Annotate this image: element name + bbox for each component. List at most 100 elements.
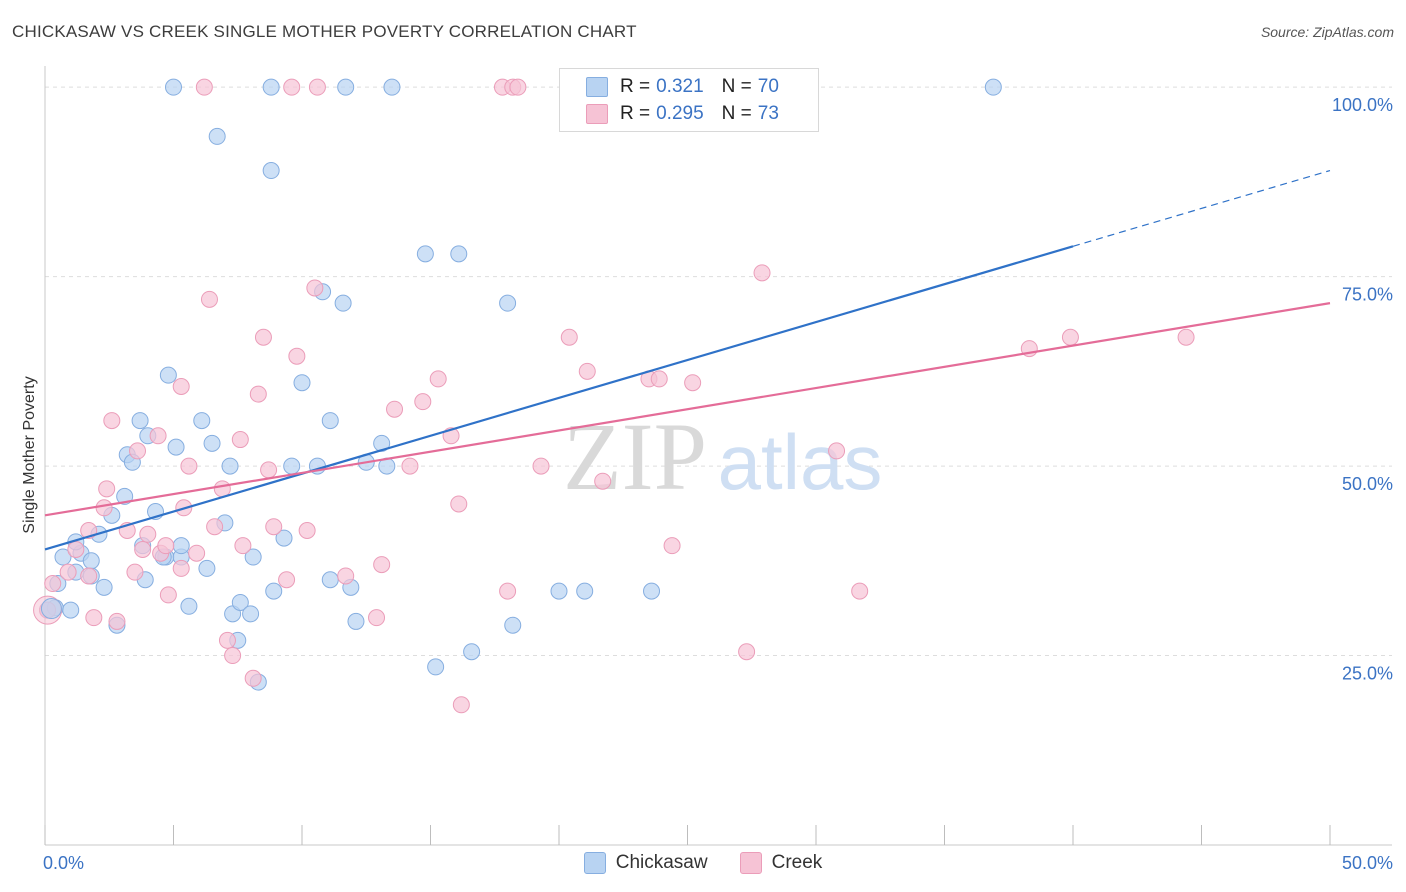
creek-point <box>663 537 681 555</box>
creek-point <box>450 495 468 513</box>
legend-label: Chickasaw <box>615 852 708 873</box>
creek-point <box>195 78 213 96</box>
x-tick-label-1: 50.0% <box>1341 853 1393 873</box>
creek-point <box>373 556 391 574</box>
creek-point <box>254 328 272 346</box>
creek-point <box>249 385 267 403</box>
chickasaw-point <box>334 294 352 312</box>
chickasaw-point <box>283 457 301 475</box>
chickasaw-point <box>265 582 283 600</box>
creek-point <box>98 480 116 498</box>
r-value: 0.295 <box>656 103 704 124</box>
chickasaw-point <box>167 438 185 456</box>
chickasaw-point <box>82 552 100 570</box>
legend-item-creek[interactable]: Creek <box>739 852 823 874</box>
creek-point <box>218 631 236 649</box>
legend-row-chickasaw: R = 0.321 N = 70 <box>586 75 779 99</box>
legend-row-creek: R = 0.295 N = 73 <box>586 102 779 126</box>
creek-point <box>95 499 113 517</box>
creek-point <box>532 457 550 475</box>
creek-point <box>159 586 177 604</box>
chickasaw-swatch <box>586 77 608 97</box>
creek-point <box>283 78 301 96</box>
creek-point <box>224 647 242 665</box>
chickasaw-point <box>116 487 134 505</box>
creek-point <box>265 518 283 536</box>
creek-point <box>129 442 147 460</box>
creek-point <box>157 537 175 555</box>
y-tick-label: 50.0% <box>1342 474 1393 494</box>
creek-point <box>188 544 206 562</box>
watermark-atlas: atlas <box>718 418 883 506</box>
creek-point <box>149 427 167 445</box>
creek-point <box>172 559 190 577</box>
data-points <box>33 78 1195 714</box>
creek-point <box>386 400 404 418</box>
creek-point <box>59 563 77 581</box>
gridlines <box>45 86 1392 657</box>
creek-point <box>560 328 578 346</box>
y-tick-label: 25.0% <box>1342 664 1393 684</box>
chickasaw-point <box>550 582 568 600</box>
chickasaw-point <box>427 658 445 676</box>
chickasaw-point <box>244 548 262 566</box>
chickasaw-point <box>62 601 80 619</box>
series-legend: Chickasaw Creek <box>0 852 1406 874</box>
creek-point <box>108 612 126 630</box>
creek-point <box>67 540 85 558</box>
chickasaw-point <box>576 582 594 600</box>
chickasaw-point <box>347 612 365 630</box>
creek-swatch <box>739 852 762 874</box>
creek-point <box>578 362 596 380</box>
creek-point <box>260 461 278 479</box>
chickasaw-point <box>504 616 522 634</box>
creek-point <box>368 609 386 627</box>
creek-point <box>452 696 470 714</box>
chickasaw-point <box>165 78 182 96</box>
chickasaw-point <box>262 78 280 96</box>
creek-point <box>650 370 668 388</box>
creek-point <box>231 431 249 449</box>
n-label: N = <box>721 103 752 124</box>
creek-point <box>172 378 190 396</box>
chickasaw-point <box>54 548 72 566</box>
creek-point <box>288 347 306 365</box>
creek-point <box>851 582 869 600</box>
x-tick-label-0: 0.0% <box>43 853 85 873</box>
legend-label: Creek <box>771 852 823 873</box>
n-value: 70 <box>757 76 779 97</box>
watermark-zip: ZIP <box>563 403 707 510</box>
chickasaw-point <box>221 457 239 475</box>
creek-point <box>44 575 62 593</box>
chickasaw-point <box>337 78 355 96</box>
creek-point <box>200 290 218 308</box>
creek-point <box>308 78 326 96</box>
chickasaw-point <box>293 374 311 392</box>
creek-point <box>126 563 144 581</box>
axes <box>44 66 1392 846</box>
trend-lines <box>44 169 1331 551</box>
chickasaw-point <box>321 571 339 589</box>
creek-point <box>206 518 224 536</box>
creek-point <box>337 567 355 585</box>
correlation-legend: R = 0.321 N = 70 R = 0.295 N = 73 <box>559 68 819 132</box>
chickasaw-point <box>208 127 226 145</box>
chickasaw-point <box>275 529 293 547</box>
legend-item-chickasaw[interactable]: Chickasaw <box>583 852 708 874</box>
y-tick-label: 75.0% <box>1342 285 1393 305</box>
chickasaw-point <box>373 434 391 452</box>
creek-point <box>103 412 121 430</box>
y-tick-labels: 25.0% 50.0% 75.0% 100.0% <box>1332 95 1393 683</box>
creek-trend-line <box>44 302 1331 517</box>
chickasaw-point <box>383 78 401 96</box>
chickasaw-point <box>198 559 216 577</box>
chickasaw-point <box>643 582 661 600</box>
chickasaw-swatch <box>583 852 606 874</box>
creek-point <box>306 279 324 297</box>
creek-point <box>684 374 702 392</box>
creek-point <box>509 78 527 96</box>
chickasaw-point <box>95 578 113 596</box>
r-value: 0.321 <box>656 76 704 97</box>
chickasaw-trend-line <box>44 245 1074 551</box>
r-label: R = <box>620 76 651 97</box>
